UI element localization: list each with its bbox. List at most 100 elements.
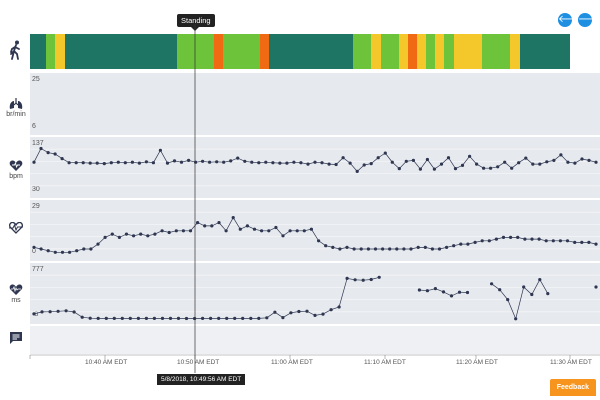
heart-rate-point bbox=[123, 161, 127, 165]
time-label: 10:40 AM EDT bbox=[85, 359, 128, 366]
hrv-point bbox=[594, 242, 598, 246]
heart-rate-point bbox=[439, 162, 444, 166]
heart-rate-point bbox=[482, 166, 486, 170]
heart-rate-point bbox=[411, 158, 415, 162]
hrv-point bbox=[423, 245, 427, 249]
heart-rate-point bbox=[362, 163, 366, 167]
activity-segment[interactable] bbox=[65, 34, 177, 69]
rr-interval-panel[interactable]: 777 -8 bbox=[30, 263, 600, 324]
activity-segment[interactable] bbox=[223, 34, 260, 69]
activity-segment[interactable] bbox=[55, 34, 65, 69]
notes-panel[interactable] bbox=[30, 326, 600, 354]
activity-tooltip: Standing bbox=[177, 14, 215, 31]
heart-rate-point bbox=[236, 156, 240, 160]
next-button[interactable]: 🡒 bbox=[578, 13, 600, 27]
hrv-line bbox=[33, 216, 597, 253]
heart-rate-point bbox=[503, 160, 507, 164]
hrv-point bbox=[416, 245, 420, 249]
heart-rate-point bbox=[187, 158, 191, 162]
activity-timeline[interactable] bbox=[30, 34, 600, 69]
rr-interval-point bbox=[225, 316, 229, 320]
hrv-point bbox=[60, 250, 65, 254]
heart-rate-point bbox=[172, 159, 177, 163]
rr-interval-point bbox=[289, 311, 293, 315]
rr-interval-unit: ms bbox=[11, 297, 21, 304]
heart-rate-point bbox=[341, 156, 345, 160]
rr-interval-point bbox=[449, 294, 454, 298]
heart-rate-point bbox=[460, 163, 465, 167]
activity-segment[interactable] bbox=[454, 34, 482, 69]
activity-segment[interactable] bbox=[46, 34, 55, 69]
heart-rate-point bbox=[250, 160, 254, 164]
heart-rate-point bbox=[278, 161, 282, 165]
hrv-point bbox=[452, 244, 456, 248]
heart-rate-point bbox=[489, 166, 493, 170]
activity-segment[interactable] bbox=[381, 34, 399, 69]
heart-rate-panel[interactable]: 137 30 bbox=[30, 137, 600, 198]
heart-rate-point bbox=[594, 160, 598, 164]
hrv-point bbox=[324, 244, 328, 248]
activity-segment[interactable] bbox=[353, 34, 371, 69]
rr-interval-point bbox=[160, 316, 165, 320]
heart-rate-point bbox=[531, 162, 535, 166]
heart-rate-point bbox=[102, 162, 106, 166]
hrv-point bbox=[494, 237, 498, 241]
rr-interval-point bbox=[120, 316, 124, 320]
heart-rate-point bbox=[517, 161, 521, 165]
activity-segment[interactable] bbox=[30, 34, 46, 69]
rr-interval-line bbox=[491, 278, 549, 320]
activity-segment[interactable] bbox=[482, 34, 510, 69]
activity-segment[interactable] bbox=[269, 34, 353, 69]
rr-interval-point bbox=[514, 317, 518, 321]
activity-segment[interactable] bbox=[435, 34, 444, 69]
rr-interval-point bbox=[361, 278, 365, 282]
heart-rate-point bbox=[327, 162, 331, 166]
activity-segment[interactable] bbox=[426, 34, 435, 69]
hrv-panel[interactable]: 29 0 bbox=[30, 200, 600, 261]
hrv-chart bbox=[30, 211, 600, 254]
activity-segment[interactable] bbox=[260, 34, 269, 69]
rr-interval-point bbox=[249, 316, 253, 320]
rr-interval-point bbox=[168, 316, 173, 320]
activity-segment[interactable] bbox=[417, 34, 426, 69]
respiration-min: 6 bbox=[32, 123, 36, 130]
heart-rate-max: 137 bbox=[32, 140, 44, 147]
hrv-point bbox=[487, 239, 491, 243]
hrv-point bbox=[267, 229, 271, 233]
heart-rate-point bbox=[425, 157, 429, 162]
respiration-panel[interactable]: 25 6 bbox=[30, 73, 600, 135]
previous-button[interactable]: 🡐 bbox=[558, 13, 585, 27]
heart-rate-point bbox=[468, 154, 472, 158]
activity-segment[interactable] bbox=[177, 34, 214, 69]
activity-segment[interactable] bbox=[510, 34, 520, 69]
rr-interval-point bbox=[104, 316, 108, 320]
activity-segment[interactable] bbox=[371, 34, 381, 69]
rr-interval-point bbox=[184, 316, 189, 321]
hrv-point bbox=[146, 234, 150, 238]
activity-segment[interactable] bbox=[520, 34, 570, 69]
hrv-point bbox=[551, 239, 555, 243]
heart-rate-point bbox=[538, 162, 542, 166]
hrv-point bbox=[345, 245, 349, 249]
heart-rate-point bbox=[271, 161, 275, 165]
hrv-point bbox=[132, 234, 136, 238]
hrv-point bbox=[573, 240, 577, 244]
notes-icon bbox=[4, 332, 28, 344]
hrv-point bbox=[245, 224, 249, 228]
heart-rate-point bbox=[208, 160, 212, 164]
hrv-point bbox=[302, 229, 306, 233]
rr-interval-point bbox=[80, 315, 84, 319]
hrv-point bbox=[167, 230, 171, 235]
heart-rate-point bbox=[566, 160, 570, 164]
hrv-point bbox=[395, 247, 399, 251]
heart-rate-point bbox=[229, 159, 233, 163]
activity-segment[interactable] bbox=[214, 34, 223, 69]
hrv-max: 29 bbox=[32, 203, 40, 210]
feedback-button[interactable]: Feedback bbox=[549, 379, 596, 396]
heart-rate-point bbox=[60, 157, 64, 161]
rr-interval-icon: ms bbox=[4, 284, 28, 304]
activity-segment[interactable] bbox=[444, 34, 454, 69]
activity-segment[interactable] bbox=[399, 34, 408, 69]
rr-interval-point bbox=[48, 310, 52, 314]
activity-segment[interactable] bbox=[408, 34, 417, 69]
